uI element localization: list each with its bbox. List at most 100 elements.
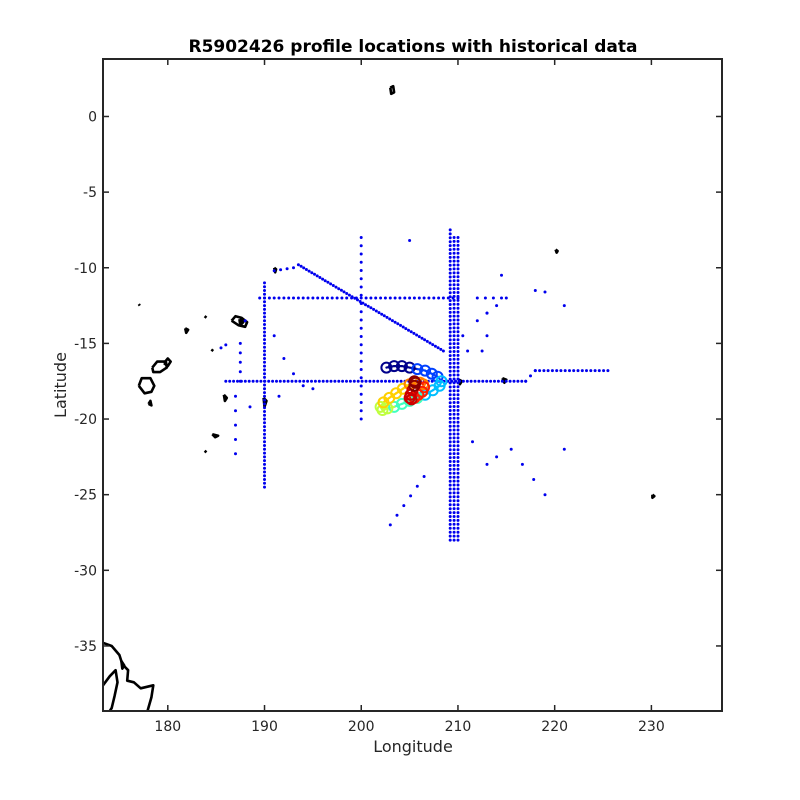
historical-point bbox=[448, 405, 452, 409]
profile-location bbox=[403, 361, 416, 374]
historical-point bbox=[456, 271, 460, 275]
historical-point bbox=[337, 287, 341, 291]
historical-point bbox=[448, 240, 452, 244]
historical-point bbox=[471, 440, 474, 444]
historical-point bbox=[263, 379, 267, 383]
historical-point bbox=[359, 310, 363, 314]
historical-point bbox=[401, 325, 405, 329]
historical-point bbox=[304, 268, 308, 271]
historical-point bbox=[263, 353, 266, 357]
historical-point bbox=[452, 247, 456, 251]
coastline-3 bbox=[137, 303, 141, 307]
historical-point bbox=[361, 301, 365, 305]
historical-point bbox=[452, 475, 456, 479]
profile-track-segment bbox=[382, 396, 391, 404]
historical-point bbox=[448, 338, 452, 342]
historical-point bbox=[456, 389, 460, 393]
historical-point bbox=[448, 507, 452, 511]
profile-location bbox=[380, 361, 393, 374]
historical-point bbox=[456, 526, 460, 530]
historical-point bbox=[452, 259, 456, 263]
historical-point bbox=[420, 336, 424, 340]
historical-point bbox=[461, 379, 465, 383]
historical-point bbox=[543, 493, 547, 497]
historical-point bbox=[456, 479, 460, 483]
historical-point bbox=[403, 296, 407, 300]
historical-point bbox=[408, 239, 412, 242]
historical-point bbox=[263, 311, 266, 315]
historical-point bbox=[369, 306, 373, 310]
historical-point bbox=[417, 296, 421, 300]
historical-point bbox=[452, 420, 456, 424]
historical-point bbox=[263, 440, 266, 444]
historical-point bbox=[456, 326, 460, 330]
profile-track-segment bbox=[416, 368, 427, 372]
historical-point bbox=[489, 379, 493, 383]
historical-point bbox=[290, 379, 294, 383]
historical-point bbox=[359, 417, 363, 421]
historical-point bbox=[302, 379, 306, 383]
historical-point bbox=[384, 379, 387, 383]
historical-point bbox=[364, 303, 367, 307]
historical-point bbox=[263, 410, 266, 413]
historical-point bbox=[408, 296, 412, 300]
profile-location bbox=[425, 367, 438, 380]
historical-point bbox=[238, 351, 242, 355]
historical-point bbox=[263, 341, 266, 345]
historical-point bbox=[409, 494, 413, 498]
historical-point bbox=[263, 447, 266, 451]
historical-point bbox=[452, 243, 456, 247]
historical-point bbox=[263, 398, 266, 402]
historical-point bbox=[323, 279, 327, 283]
historical-point bbox=[368, 379, 372, 383]
historical-point bbox=[452, 416, 456, 420]
profile-track-segment bbox=[408, 366, 419, 371]
historical-point bbox=[263, 368, 266, 372]
historical-point bbox=[448, 522, 452, 526]
historical-point bbox=[452, 401, 456, 404]
historical-point bbox=[422, 296, 426, 300]
historical-point bbox=[263, 466, 266, 470]
historical-point bbox=[277, 394, 281, 398]
profile-location bbox=[419, 364, 432, 377]
coastline-17 bbox=[203, 449, 208, 454]
historical-point bbox=[473, 379, 477, 383]
historical-point bbox=[448, 365, 452, 369]
historical-point bbox=[452, 342, 456, 346]
historical-point bbox=[456, 408, 460, 412]
historical-point bbox=[448, 326, 452, 330]
historical-point bbox=[448, 236, 452, 240]
historical-point bbox=[448, 291, 452, 295]
historical-point bbox=[452, 428, 456, 432]
historical-point bbox=[448, 483, 452, 487]
historical-point bbox=[452, 314, 456, 318]
historical-point bbox=[456, 448, 460, 452]
historical-point bbox=[345, 292, 349, 295]
historical-point bbox=[423, 338, 427, 342]
historical-point bbox=[224, 379, 228, 383]
historical-point bbox=[452, 365, 456, 369]
historical-point bbox=[456, 334, 460, 338]
historical-point bbox=[317, 379, 321, 383]
historical-point bbox=[456, 456, 460, 459]
x-tick-label: 190 bbox=[251, 719, 278, 735]
historical-point bbox=[313, 379, 317, 383]
historical-point bbox=[448, 361, 452, 365]
historical-point bbox=[315, 274, 319, 278]
historical-point bbox=[448, 538, 452, 542]
historical-point bbox=[456, 428, 460, 432]
historical-point bbox=[417, 335, 421, 339]
historical-point bbox=[279, 268, 283, 272]
historical-point bbox=[456, 491, 460, 495]
historical-point bbox=[456, 424, 460, 428]
historical-point bbox=[448, 424, 452, 428]
historical-point bbox=[310, 271, 314, 275]
historical-point bbox=[369, 296, 373, 300]
historical-point bbox=[452, 271, 456, 275]
historical-point bbox=[422, 475, 426, 478]
historical-point bbox=[456, 236, 460, 239]
historical-point bbox=[448, 452, 452, 456]
historical-point bbox=[452, 373, 456, 377]
historical-point bbox=[456, 483, 460, 487]
